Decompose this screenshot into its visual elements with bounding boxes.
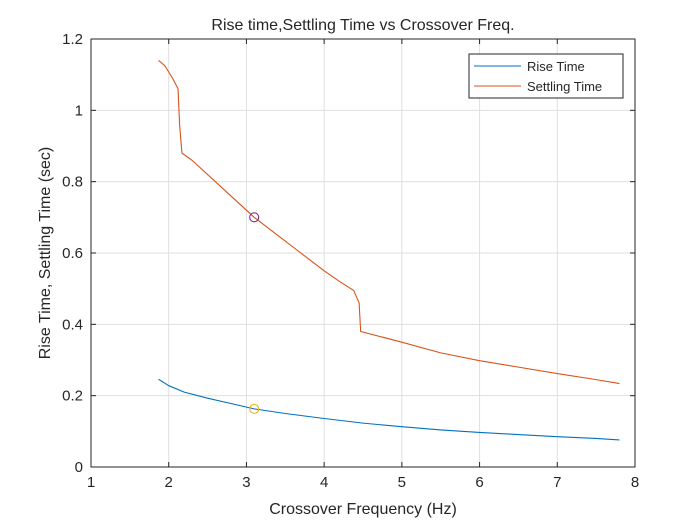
y-axis-label: Rise Time, Settling Time (sec) <box>37 147 54 360</box>
x-tick-label: 8 <box>631 474 639 491</box>
y-tick-label: 0 <box>75 459 83 476</box>
rise-time-line <box>158 378 620 441</box>
legend[interactable]: Rise Time Settling Time <box>468 53 624 99</box>
x-tick-label: 1 <box>87 474 95 491</box>
legend-box <box>468 53 624 99</box>
x-tick-label: 5 <box>398 474 406 491</box>
y-tick-label: 1.2 <box>62 31 83 48</box>
y-tick-label: 0.8 <box>62 174 83 191</box>
y-tick-label: 0.2 <box>62 388 83 405</box>
x-tick-label: 2 <box>165 474 173 491</box>
y-tick-label: 1 <box>75 102 83 119</box>
x-tick-label: 3 <box>242 474 250 491</box>
x-tick-label: 7 <box>553 474 561 491</box>
axes <box>90 38 636 468</box>
x-tick-label: 6 <box>475 474 483 491</box>
marker-layer <box>249 212 260 414</box>
settling-time-marker <box>249 212 260 223</box>
legend-label-rise-time: Rise Time <box>527 59 585 74</box>
y-tick-label: 0.6 <box>62 245 83 262</box>
x-tick-label: 4 <box>320 474 328 491</box>
tick-labels: 1 2 3 4 5 6 7 8 0 0.2 0.4 0.6 0.8 1 1.2 <box>62 31 639 491</box>
rise-time-marker <box>249 403 260 414</box>
x-axis-label: Crossover Frequency (Hz) <box>269 501 457 518</box>
series-layer <box>158 59 620 441</box>
settling-time-line <box>158 59 620 385</box>
legend-label-settling-time: Settling Time <box>527 79 602 94</box>
chart-title: Rise time,Settling Time vs Crossover Fre… <box>211 17 514 34</box>
y-tick-label: 0.4 <box>62 316 83 333</box>
